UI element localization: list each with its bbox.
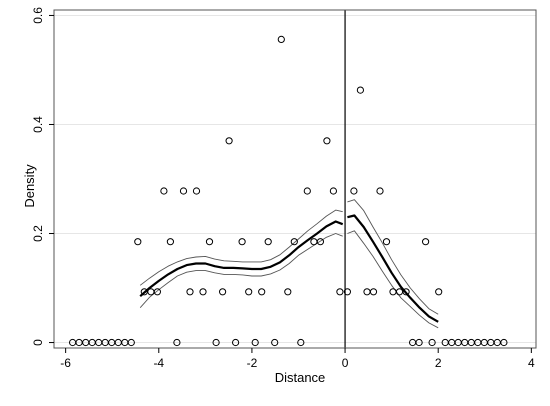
bin-point (179, 187, 188, 195)
bin-point (173, 338, 181, 347)
bin-point (153, 288, 161, 296)
series-layer (139, 199, 439, 329)
plot-frame (53, 9, 537, 349)
bin-point (205, 238, 214, 246)
bin-point (284, 288, 292, 296)
fit-left-line (139, 220, 344, 298)
fit-right-line (347, 214, 439, 323)
bin-point (500, 338, 508, 347)
bin-point (343, 288, 351, 296)
bin-point (219, 288, 227, 296)
bin-point (376, 187, 384, 195)
bin-point (290, 238, 298, 246)
x-tick-label: 2 (435, 356, 442, 370)
bin-point (199, 288, 207, 296)
x-tick-label: -4 (153, 356, 164, 370)
bin-point (415, 338, 423, 347)
y-tick-label: 0.2 (31, 225, 45, 242)
y-tick-label: 0 (31, 339, 45, 346)
bin-point (212, 338, 220, 347)
ci-left-lower-line (139, 233, 343, 308)
bin-point (382, 238, 391, 246)
bin-point (428, 338, 436, 347)
bin-point (134, 238, 142, 246)
bin-point (264, 238, 272, 246)
bin-point (303, 187, 311, 195)
bin-points (69, 35, 508, 347)
x-tick-label: 0 (342, 356, 349, 370)
y-tick-label: 0.4 (31, 116, 45, 133)
y-tick-label: 0.6 (31, 7, 45, 24)
x-axis: -6 -4 -2 0 2 4 (60, 348, 535, 370)
x-tick-label: 4 (528, 356, 535, 370)
y-axis-label: Density (22, 164, 37, 208)
bin-point (238, 238, 246, 246)
bin-point (329, 187, 337, 195)
bin-point (435, 288, 443, 296)
bin-point (402, 288, 410, 296)
bin-point (277, 35, 285, 44)
bin-point (192, 187, 201, 195)
bin-point (422, 238, 430, 246)
bin-point (258, 288, 266, 296)
x-tick-label: -6 (60, 356, 71, 370)
x-axis-label: Distance (275, 370, 326, 385)
bin-point (350, 187, 358, 195)
bin-point (316, 238, 324, 246)
bin-point (297, 338, 305, 347)
bin-point (127, 338, 135, 347)
ci-right-upper-line (347, 199, 439, 315)
y-axis: 0 0.2 0.4 0.6 (31, 7, 54, 346)
bin-point (251, 338, 259, 347)
bin-point (225, 137, 233, 145)
ci-right-lower-line (347, 230, 439, 329)
bin-point (369, 288, 378, 296)
bin-point (271, 338, 279, 347)
ci-left-upper-line (139, 209, 343, 286)
x-tick-label: -2 (247, 356, 258, 370)
bin-point (356, 86, 364, 94)
bin-point (166, 238, 174, 246)
bin-point (160, 187, 168, 195)
bin-point (336, 288, 344, 296)
bin-point (186, 288, 194, 296)
bin-point (232, 338, 240, 347)
bin-point (323, 137, 331, 145)
bin-point (245, 288, 253, 296)
